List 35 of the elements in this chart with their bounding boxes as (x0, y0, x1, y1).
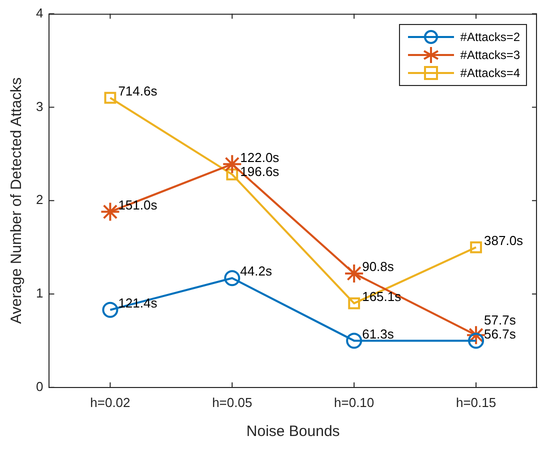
point (346, 332, 362, 349)
point (470, 241, 482, 254)
point (102, 302, 118, 318)
point (344, 263, 364, 284)
y-tick-label: 2 (36, 192, 44, 208)
annotation: 90.8s (362, 259, 394, 274)
x-tick-label: h=0.05 (212, 394, 252, 410)
point (224, 270, 240, 286)
point (226, 168, 238, 180)
x-tick-label: h=0.15 (456, 394, 496, 410)
annotation: 57.7s (484, 312, 516, 328)
y-axis-title: Average Number of Detected Attacks (8, 77, 26, 324)
x-axis-title: Noise Bounds (246, 423, 340, 440)
y-tick-label: 3 (36, 98, 44, 114)
x-tick-label: h=0.10 (334, 394, 374, 410)
point (104, 92, 116, 104)
annotation: 387.0s (484, 232, 524, 248)
annotation: 122.0s (240, 150, 280, 165)
y-tick-label: 0 (36, 378, 44, 394)
legend-label: #Attacks=3 (460, 48, 520, 62)
annotation: 196.6s (240, 164, 280, 179)
annotation: 61.3s (362, 326, 394, 342)
point (222, 154, 242, 174)
x-tick-label: h=0.02 (90, 394, 130, 410)
annotation: 714.6s (118, 83, 158, 98)
point (348, 297, 360, 310)
legend-label: #Attacks=4 (460, 66, 520, 80)
point (468, 332, 484, 349)
y-tick-label: 4 (36, 5, 44, 20)
y-tick-label: 1 (36, 286, 44, 301)
annotation: 44.2s (240, 264, 272, 279)
point (100, 202, 120, 222)
annotation: 56.7s (484, 326, 516, 342)
point (466, 325, 486, 346)
legend-label: #Attacks=2 (460, 30, 520, 44)
